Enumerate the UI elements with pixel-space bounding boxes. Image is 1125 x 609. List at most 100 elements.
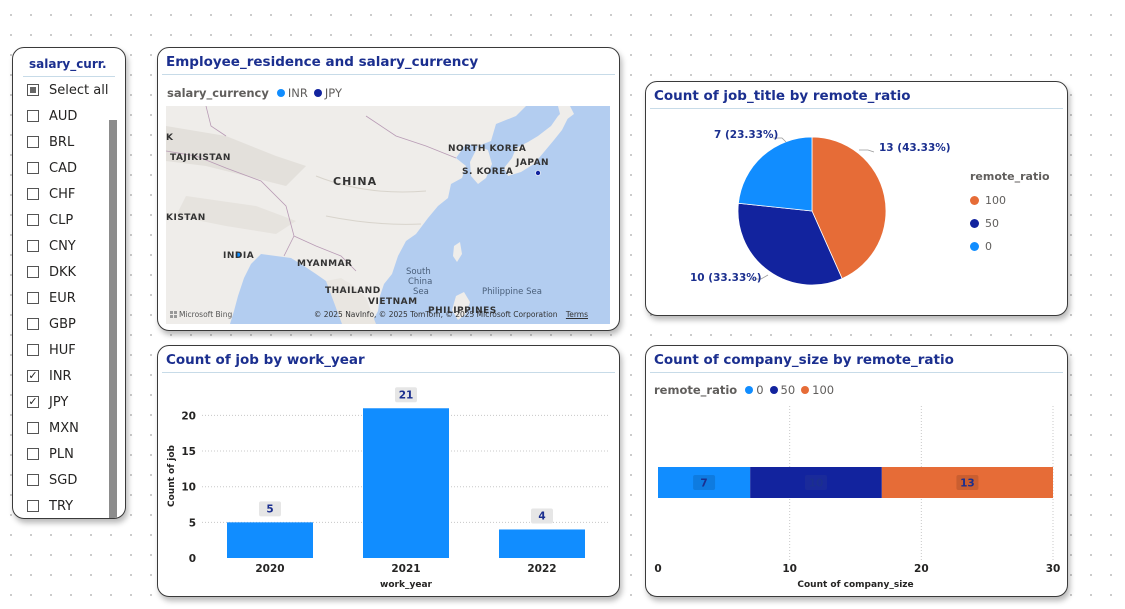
stacked-data-label: 10 <box>809 478 824 490</box>
slicer-item-aud[interactable]: AUD <box>27 103 108 129</box>
checkbox-icon[interactable] <box>27 188 39 200</box>
checkbox-icon[interactable] <box>27 266 39 278</box>
slicer-item-label: TRY <box>49 498 74 514</box>
map-copyright: © 2025 NavInfo, © 2025 TomTom, © 2025 Mi… <box>314 310 588 319</box>
stacked-bar-chart-visual[interactable]: Count of company_size by remote_ratio re… <box>645 345 1068 597</box>
checkbox-icon[interactable] <box>27 474 39 486</box>
column-chart-visual[interactable]: Count of job by work_year 0 5 10 15 20 5 2020 2… <box>157 345 620 597</box>
map-label-japan: JAPAN <box>516 158 550 168</box>
checkbox-icon[interactable] <box>27 136 39 148</box>
pie-legend-item-100[interactable]: 100 <box>970 189 1050 212</box>
stacked-bar-chart-title: Count of company_size by remote_ratio <box>654 352 954 368</box>
legend-dot-icon <box>970 242 979 251</box>
checkbox-icon[interactable] <box>27 344 39 356</box>
column-bar-2021[interactable] <box>363 408 449 558</box>
checkbox-icon[interactable] <box>27 110 39 122</box>
slicer-item-label: MXN <box>49 420 79 436</box>
slicer-scrollbar-thumb[interactable] <box>109 120 117 518</box>
checkbox-icon[interactable] <box>27 318 39 330</box>
slicer-item-mxn[interactable]: MXN <box>27 415 108 441</box>
slicer-item-pln[interactable]: PLN <box>27 441 108 467</box>
slicer-item-gbp[interactable]: GBP <box>27 311 108 337</box>
slicer-item-chf[interactable]: CHF <box>27 181 108 207</box>
map-label-china: CHINA <box>333 175 378 188</box>
column-data-label: 21 <box>399 389 414 401</box>
map-label-philippines: PHILIPPINES <box>428 306 497 316</box>
column-chart-canvas: 0 5 10 15 20 5 2020 21 2021 4 2022 work_year Count o… <box>167 387 610 590</box>
map-canvas[interactable]: K TAJIKISTAN CHINA NORTH KOREA S. KOREA … <box>166 106 610 324</box>
column-bar-2022[interactable] <box>499 529 585 558</box>
slicer-item-label: INR <box>49 368 72 384</box>
pie-chart-visual[interactable]: Count of job_title by remote_ratio 7 (23… <box>645 81 1068 316</box>
slicer-title[interactable]: salary_curr... <box>29 57 107 71</box>
checkbox-icon[interactable] <box>27 214 39 226</box>
x-tick-label: 2020 <box>255 563 284 575</box>
slicer-item-cad[interactable]: CAD <box>27 155 108 181</box>
stacked-legend-item-0[interactable]: 0 <box>743 383 764 397</box>
slicer-item-dkk[interactable]: DKK <box>27 259 108 285</box>
slicer-item-inr[interactable]: INR <box>27 363 108 389</box>
slicer-item-huf[interactable]: HUF <box>27 337 108 363</box>
pie-title-underline <box>650 108 1063 109</box>
map-label-pakistan: KISTAN <box>166 213 206 223</box>
pie-legend-item-50[interactable]: 50 <box>970 212 1050 235</box>
map-land-shapes <box>166 106 610 324</box>
checkbox-icon[interactable] <box>27 370 39 382</box>
checkbox-icon[interactable] <box>27 240 39 252</box>
pie-data-label-0: 7 (23.33%) <box>714 129 779 141</box>
checkbox-icon[interactable] <box>27 162 39 174</box>
checkbox-icon[interactable] <box>27 422 39 434</box>
map-label-kyrgyzstan-edge: K <box>166 133 174 143</box>
slicer-item-label: EUR <box>49 290 76 306</box>
data-label-background <box>956 475 979 490</box>
stacked-segment-100[interactable] <box>881 467 1053 498</box>
map-copyright-text: © 2025 NavInfo, © 2025 TomTom, © 2025 Mi… <box>313 310 558 319</box>
slicer-item-label: GBP <box>49 316 76 332</box>
map-bubble-jpy[interactable] <box>535 170 541 176</box>
y-tick-label: 20 <box>181 410 196 422</box>
checkbox-icon[interactable] <box>27 396 39 408</box>
checkbox-icon[interactable] <box>27 448 39 460</box>
slicer-item-label: Select all <box>49 82 109 98</box>
slicer-item-label: CAD <box>49 160 77 176</box>
y-tick-label: 5 <box>189 517 196 529</box>
checkbox-icon[interactable] <box>27 292 39 304</box>
map-terms-link[interactable]: Terms <box>565 310 588 319</box>
slicer-item-eur[interactable]: EUR <box>27 285 108 311</box>
slicer-item-label: AUD <box>49 108 78 124</box>
y-tick-label: 0 <box>189 553 196 565</box>
pie-slice-100[interactable] <box>811 136 887 280</box>
pie-legend-item-0[interactable]: 0 <box>970 235 1050 258</box>
x-tick-label: 2021 <box>391 563 420 575</box>
map-bubble-inr[interactable] <box>234 251 242 259</box>
map-label-myanmar: MYANMAR <box>297 259 353 269</box>
map-title: Employee_residence and salary_currency <box>166 54 479 70</box>
checkbox-icon[interactable] <box>27 84 39 96</box>
slicer-item-jpy[interactable]: JPY <box>27 389 108 415</box>
microsoft-logo-icon <box>170 311 177 318</box>
pie-slice-50[interactable] <box>737 202 843 286</box>
pie-data-label-50: 10 (33.33%) <box>690 272 762 284</box>
slicer-item-try[interactable]: TRY <box>27 493 108 518</box>
slicer-item-select-all[interactable]: Select all <box>27 77 108 103</box>
slicer-item-brl[interactable]: BRL <box>27 129 108 155</box>
slicer-item-clp[interactable]: CLP <box>27 207 108 233</box>
map-visual[interactable]: Employee_residence and salary_currency s… <box>157 47 620 331</box>
slicer-item-cny[interactable]: CNY <box>27 233 108 259</box>
column-bar-2020[interactable] <box>227 522 313 558</box>
x-axis-title: Count of company_size <box>797 580 913 590</box>
pie-legend-label: 50 <box>985 217 999 230</box>
stacked-legend-item-50[interactable]: 50 <box>768 383 795 397</box>
stacked-data-label: 7 <box>700 478 707 490</box>
map-legend-item-inr[interactable]: INR <box>275 86 308 100</box>
checkbox-icon[interactable] <box>27 500 39 512</box>
map-title-underline <box>162 74 615 75</box>
slicer-scrollbar[interactable] <box>109 120 117 518</box>
map-legend-item-jpy[interactable]: JPY <box>312 86 342 100</box>
pie-slice-0[interactable] <box>737 136 813 212</box>
stacked-title-underline <box>650 372 1063 373</box>
stacked-segment-0[interactable] <box>658 467 751 498</box>
pie-legend: remote_ratio 100 50 0 <box>970 170 1050 258</box>
stacked-legend-item-100[interactable]: 100 <box>799 383 834 397</box>
slicer-item-sgd[interactable]: SGD <box>27 467 108 493</box>
